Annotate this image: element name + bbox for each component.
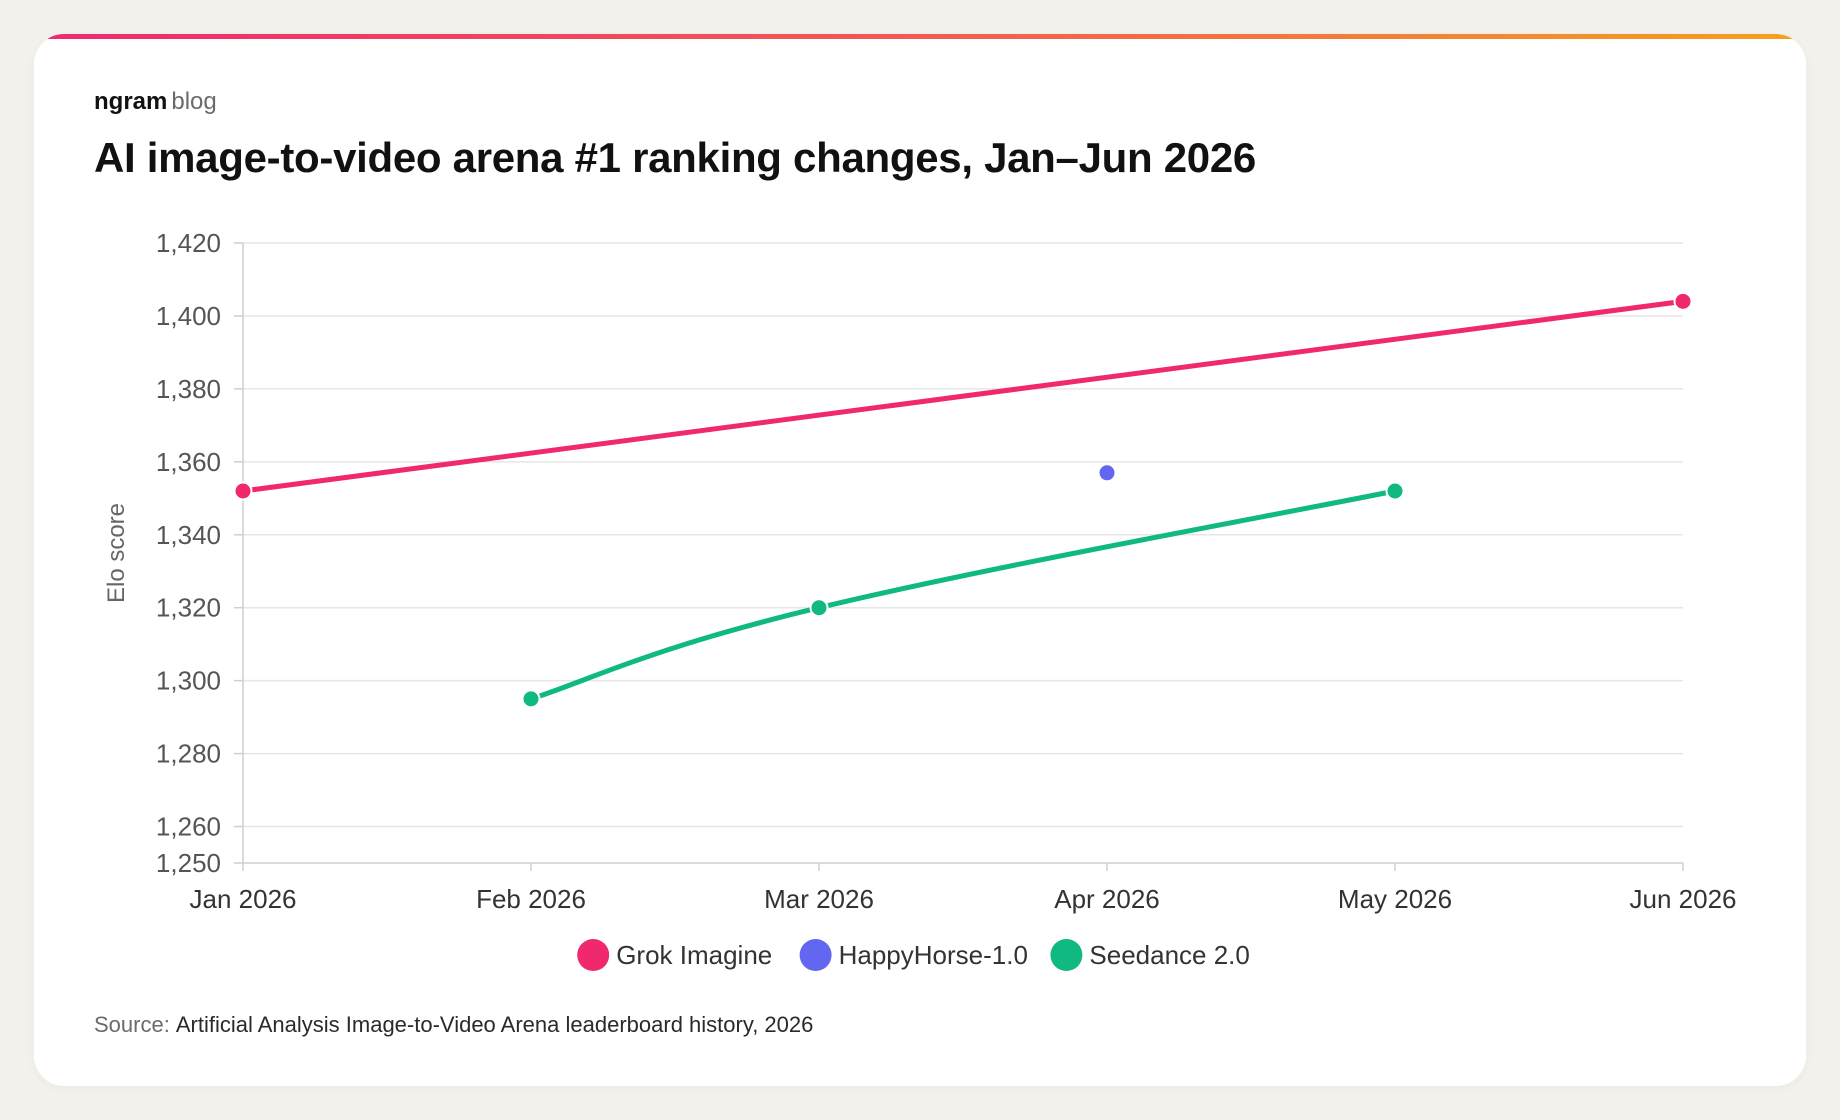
series-line-seedance-2-0 [528, 488, 1398, 702]
x-tick-label: Jun 2026 [1630, 884, 1737, 914]
y-tick-label: 1,250 [156, 848, 221, 878]
data-point-happyhorse-1-0 [1097, 463, 1117, 483]
x-tick-label: May 2026 [1338, 884, 1452, 914]
legend-label-grok-imagine: Grok Imagine [616, 940, 772, 970]
legend-swatch-seedance-2-0 [1050, 939, 1083, 971]
chart-title: AI image-to-video arena #1 ranking chang… [94, 134, 1256, 181]
x-tick-label: Feb 2026 [476, 884, 586, 914]
data-point-seedance-2-0 [809, 598, 829, 618]
source-note: Source: Artificial Analysis Image-to-Vide… [94, 1012, 813, 1038]
y-tick-label: 1,280 [156, 739, 221, 769]
y-tick-label: 1,400 [156, 301, 221, 331]
legend-swatch-happyhorse-1-0 [799, 939, 832, 971]
brand-suffix: blog [171, 88, 217, 115]
source-label: Source: [94, 1012, 170, 1037]
legend: Grok Imagine HappyHorse-1.0 Seedance 2.0 [577, 939, 1250, 971]
series-line-grok-imagine [240, 298, 1686, 494]
data-point-seedance-2-0 [1385, 481, 1405, 501]
source-text: Artificial Analysis Image-to-Video Arena… [175, 1012, 814, 1037]
y-tick-label: 1,300 [156, 666, 221, 696]
legend-label-happyhorse-1-0: HappyHorse-1.0 [839, 940, 1028, 970]
y-tick-label: 1,340 [156, 520, 221, 550]
x-tick-label: Mar 2026 [764, 884, 874, 914]
x-tick-label: Jan 2026 [190, 884, 297, 914]
chart-card: ngram blog AI image-to-video arena #1 ran… [34, 34, 1806, 1086]
y-tick-label: 1,420 [156, 228, 221, 258]
axes: 1,250 1,260 1,280 1,300 1,320 1,340 1,360 1,380… [103, 228, 1736, 914]
gridlines [243, 242, 1683, 828]
accent-bar [34, 34, 1806, 39]
y-tick-label: 1,380 [156, 374, 221, 404]
data-point-grok-imagine [233, 481, 253, 501]
x-tick-label: Apr 2026 [1054, 884, 1160, 914]
y-tick-label: 1,260 [156, 812, 221, 842]
brand: ngram blog [94, 88, 217, 116]
y-tick-label: 1,320 [156, 593, 221, 623]
data-point-grok-imagine [1673, 291, 1693, 311]
y-axis-title: Elo score [103, 503, 130, 603]
series-lines [233, 291, 1693, 709]
brand-name: ngram [94, 88, 168, 115]
legend-label-seedance-2-0: Seedance 2.0 [1089, 940, 1249, 970]
data-point-seedance-2-0 [521, 689, 541, 709]
legend-swatch-grok-imagine [577, 939, 610, 971]
y-tick-label: 1,360 [156, 447, 221, 477]
